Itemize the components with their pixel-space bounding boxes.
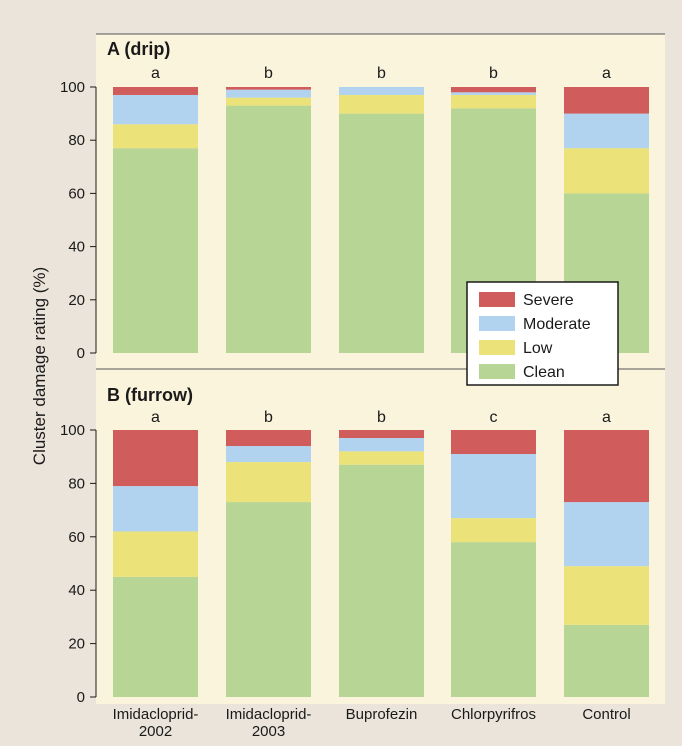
- bar-b-imidacloprid-2003-severe: [226, 430, 311, 447]
- bar-a-control-moderate: [564, 113, 649, 149]
- bar-b-control-moderate: [564, 502, 649, 567]
- y-tick-label-b-100: 100: [60, 422, 85, 439]
- bar-b-imidacloprid-2002-severe: [113, 430, 198, 487]
- significance-letter-b-buprofezin: b: [377, 409, 386, 426]
- x-tick-label-imidacloprid-2003: Imidacloprid-2003: [226, 706, 312, 740]
- bar-b-control-low: [564, 566, 649, 625]
- legend-label-severe: Severe: [523, 292, 574, 309]
- bar-a-buprofezin-moderate: [339, 87, 424, 95]
- panel-a: A (drip) a b b b a 0 20 40 60 80 100: [60, 33, 665, 369]
- bar-a-buprofezin-clean: [339, 113, 424, 353]
- panel-a-title: A (drip): [107, 39, 170, 59]
- panel-a-y-axis: 0 20 40 60 80 100: [60, 79, 97, 362]
- significance-letter-b-imidacloprid-2002: a: [151, 409, 160, 426]
- legend-swatch-moderate: [479, 316, 515, 331]
- legend-swatch-clean: [479, 364, 515, 379]
- bar-a-control-low: [564, 148, 649, 194]
- bar-a-imidacloprid-2003-severe: [226, 87, 311, 90]
- y-tick-label-b-60: 60: [68, 529, 85, 546]
- panel-a-bars: [113, 87, 649, 354]
- bar-a-imidacloprid-2002-severe: [113, 87, 198, 95]
- bar-a-imidacloprid-2003-clean: [226, 105, 311, 354]
- y-axis-title: Cluster damage rating (%): [30, 267, 49, 465]
- bar-a-control-severe: [564, 87, 649, 114]
- bar-a-imidacloprid-2003-low: [226, 97, 311, 106]
- x-tick-label-buprofezin: Buprofezin: [346, 706, 418, 723]
- significance-letter-b-control: a: [602, 409, 611, 426]
- bar-a-chlorpyrifros-moderate: [451, 92, 536, 95]
- legend-label-clean: Clean: [523, 364, 565, 381]
- bar-b-imidacloprid-2002-low: [113, 531, 198, 577]
- significance-letter-a-imidacloprid-2002: a: [151, 65, 160, 82]
- significance-letter-b-chlorpyrifros: c: [490, 409, 498, 426]
- y-tick-label-b-80: 80: [68, 475, 85, 492]
- bar-b-imidacloprid-2002-moderate: [113, 486, 198, 532]
- y-tick-label-b-0: 0: [77, 689, 85, 706]
- x-tick-label-control: Control: [582, 706, 630, 723]
- significance-letter-a-chlorpyrifros: b: [489, 65, 498, 82]
- x-axis-tick-labels: Imidacloprid-2002 Imidacloprid-2003 Buprof…: [113, 706, 631, 740]
- bar-b-buprofezin-moderate: [339, 438, 424, 452]
- y-tick-label-a-60: 60: [68, 185, 85, 202]
- bar-b-chlorpyrifros-low: [451, 518, 536, 543]
- bar-a-imidacloprid-2002-moderate: [113, 94, 198, 125]
- bar-a-chlorpyrifros-low: [451, 94, 536, 109]
- bar-b-chlorpyrifros-clean: [451, 542, 536, 697]
- legend: Severe Moderate Low Clean: [466, 281, 619, 386]
- bar-b-control-clean: [564, 624, 649, 697]
- bar-a-imidacloprid-2002-clean: [113, 148, 198, 353]
- y-tick-label-a-20: 20: [68, 292, 85, 309]
- bar-b-imidacloprid-2003-moderate: [226, 446, 311, 463]
- panel-b-y-axis: 0 20 40 60 80 100: [60, 422, 97, 706]
- significance-letter-a-imidacloprid-2003: b: [264, 65, 273, 82]
- y-tick-label-a-40: 40: [68, 239, 85, 256]
- y-tick-label-a-0: 0: [77, 345, 85, 362]
- x-tick-label-chlorpyrifros: Chlorpyrifros: [451, 706, 536, 723]
- bar-a-buprofezin-low: [339, 94, 424, 114]
- y-tick-label-b-20: 20: [68, 636, 85, 653]
- y-tick-label-a-100: 100: [60, 79, 85, 96]
- legend-label-low: Low: [523, 340, 553, 357]
- panel-b: B (furrow) a b b c a 0 20 40 60 80 100: [60, 368, 665, 706]
- legend-swatch-low: [479, 340, 515, 355]
- bar-b-imidacloprid-2003-clean: [226, 502, 311, 697]
- bar-b-chlorpyrifros-moderate: [451, 454, 536, 519]
- legend-label-moderate: Moderate: [523, 316, 591, 333]
- bar-a-imidacloprid-2003-moderate: [226, 89, 311, 98]
- bar-b-buprofezin-low: [339, 451, 424, 465]
- x-tick-label-imidacloprid-2002: Imidacloprid-2002: [113, 706, 199, 740]
- bar-b-imidacloprid-2002-clean: [113, 576, 198, 697]
- bar-a-imidacloprid-2002-low: [113, 124, 198, 149]
- bar-b-chlorpyrifros-severe: [451, 430, 536, 455]
- bar-b-buprofezin-clean: [339, 464, 424, 697]
- significance-letter-b-imidacloprid-2003: b: [264, 409, 273, 426]
- legend-swatch-severe: [479, 292, 515, 307]
- bar-b-buprofezin-severe: [339, 430, 424, 439]
- bar-b-imidacloprid-2003-low: [226, 462, 311, 503]
- panel-b-bars: [113, 430, 649, 697]
- y-tick-label-a-80: 80: [68, 132, 85, 149]
- bar-b-control-severe: [564, 430, 649, 503]
- panel-b-title: B (furrow): [107, 385, 193, 405]
- bar-a-chlorpyrifros-severe: [451, 87, 536, 93]
- significance-letter-a-buprofezin: b: [377, 65, 386, 82]
- y-tick-label-b-40: 40: [68, 582, 85, 599]
- significance-letter-a-control: a: [602, 65, 611, 82]
